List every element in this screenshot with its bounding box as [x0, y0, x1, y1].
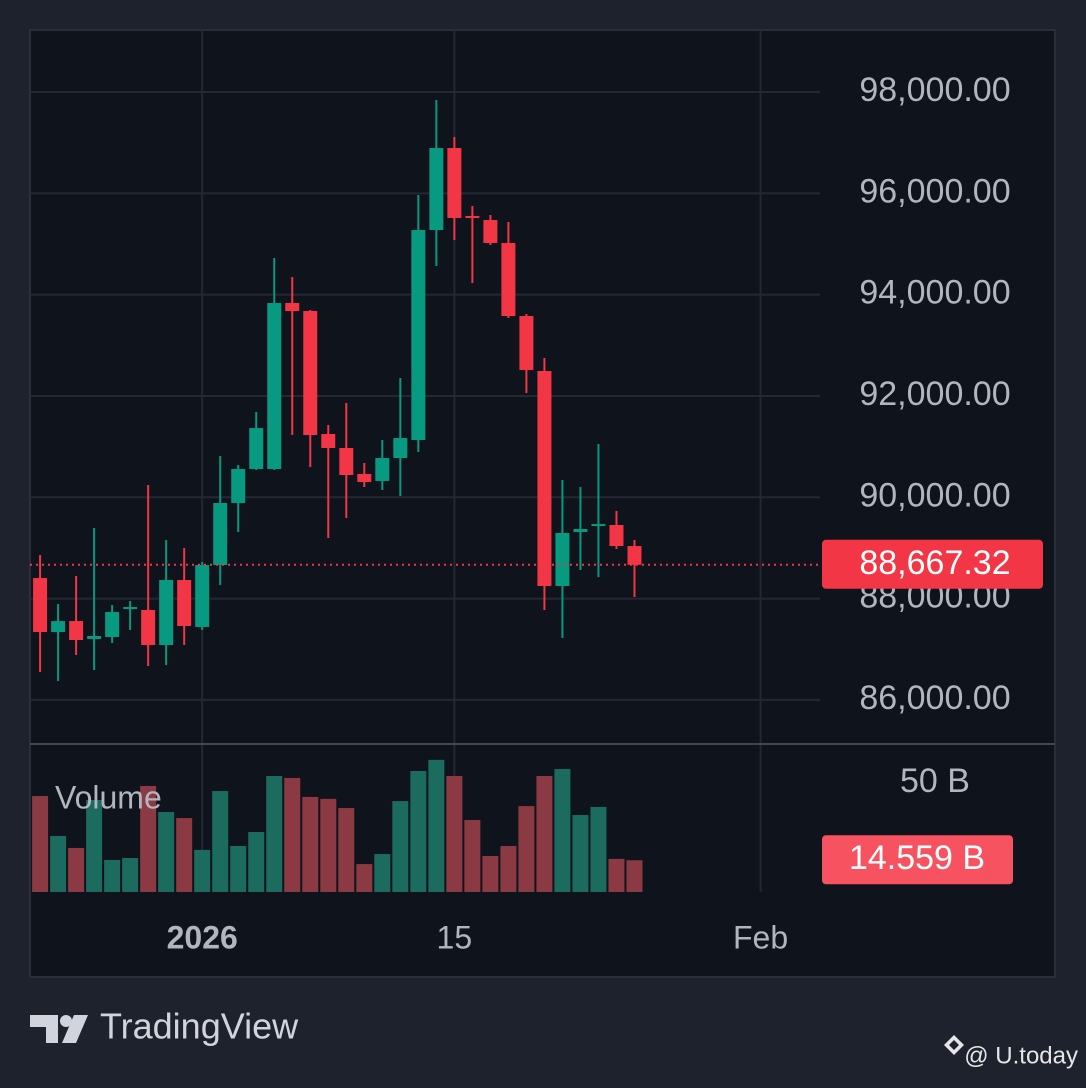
candle-body	[447, 147, 462, 218]
volume-bar	[32, 796, 49, 892]
candle-body	[339, 447, 354, 475]
candle-body	[573, 528, 588, 533]
candle-body	[267, 303, 282, 470]
volume-bar	[248, 832, 265, 892]
y-tick-label: 90,000.00	[859, 476, 1010, 514]
volume-bar	[104, 859, 121, 892]
y-tick-label: 50 B	[900, 762, 970, 800]
volume-bar	[446, 775, 463, 892]
volume-bar	[230, 845, 247, 892]
volume-bar	[284, 777, 301, 892]
volume-bar	[464, 820, 481, 892]
volume-bar	[500, 845, 517, 892]
candle-body	[177, 580, 192, 627]
candle-body	[537, 370, 552, 587]
last-price-box	[822, 539, 1043, 589]
candle-body	[159, 580, 174, 646]
volume-bar	[158, 811, 175, 892]
candle-body	[303, 311, 318, 436]
candle-body	[69, 621, 84, 640]
y-tick-label: 92,000.00	[859, 375, 1010, 413]
volume-bar	[482, 856, 499, 892]
volume-bar	[608, 858, 625, 892]
candle-body	[285, 303, 300, 312]
volume-bar	[122, 857, 139, 892]
candle-body	[591, 524, 606, 527]
volume-bar	[428, 759, 445, 892]
logo-dot	[60, 1015, 72, 1027]
candle-body	[393, 438, 408, 459]
watermark: @ U.today	[964, 1042, 1078, 1069]
volume-bar	[572, 815, 589, 892]
volume-bar	[392, 801, 409, 892]
candle-body	[123, 607, 138, 610]
candle-body	[501, 242, 516, 317]
x-tick-label: Feb	[733, 919, 788, 955]
y-tick-label: 98,000.00	[859, 71, 1010, 109]
volume-bar	[626, 860, 643, 892]
candle-body	[375, 458, 390, 481]
candle-body	[213, 503, 228, 566]
candle-body	[105, 612, 120, 638]
y-tick-label: 94,000.00	[859, 274, 1010, 312]
candle-body	[411, 230, 426, 440]
last-volume-label: 14.559 B	[849, 839, 985, 877]
candle-body	[357, 473, 372, 482]
candle-body	[321, 434, 336, 448]
volume-bar	[266, 775, 283, 892]
logo: TradingView	[30, 1006, 299, 1047]
volume-label: Volume	[55, 779, 162, 815]
volume-bar	[536, 775, 553, 892]
candle-body	[195, 565, 210, 627]
volume-bar	[338, 808, 355, 892]
candle-body	[51, 621, 66, 633]
volume-bar	[356, 864, 373, 892]
candle-body	[33, 578, 48, 633]
candle-body	[141, 610, 156, 646]
candle-body	[231, 469, 246, 504]
volume-bar	[590, 806, 607, 892]
plot: 2026 15 Feb86,000.0088,000.0090,000.0092,0…	[30, 30, 1043, 955]
candle-body	[555, 533, 570, 587]
volume-bar	[320, 798, 337, 892]
volume-bar	[302, 796, 319, 892]
volume-bar	[554, 768, 571, 892]
candle-body	[465, 215, 480, 218]
candle-body	[429, 147, 444, 231]
volume-bar	[176, 818, 193, 892]
volume-bar	[86, 799, 103, 892]
logo-icon	[30, 1015, 88, 1043]
volume-bar	[194, 849, 211, 892]
y-tick-label: 96,000.00	[859, 172, 1010, 210]
watermark-icon	[944, 1035, 964, 1055]
volume-bar	[518, 806, 535, 892]
brand: TradingView	[100, 1006, 299, 1047]
candle-body	[519, 316, 534, 371]
volume-bar	[50, 835, 67, 892]
last-price-label: 88,667.32	[859, 544, 1010, 582]
x-tick-label: 2026	[167, 919, 238, 955]
x-tick-label: 15	[437, 919, 473, 955]
candle-body	[87, 635, 102, 639]
candle-body	[483, 219, 498, 243]
volume-bar	[68, 847, 85, 892]
candle-body	[627, 546, 642, 565]
candle-body	[609, 524, 624, 547]
volume-bar	[212, 791, 229, 892]
y-tick-label: 86,000.00	[859, 679, 1010, 717]
volume-bar	[410, 770, 427, 892]
candle-body	[249, 428, 264, 470]
volume-bar	[140, 786, 157, 892]
last-volume-box	[822, 835, 1013, 885]
volume-bar	[374, 854, 391, 892]
